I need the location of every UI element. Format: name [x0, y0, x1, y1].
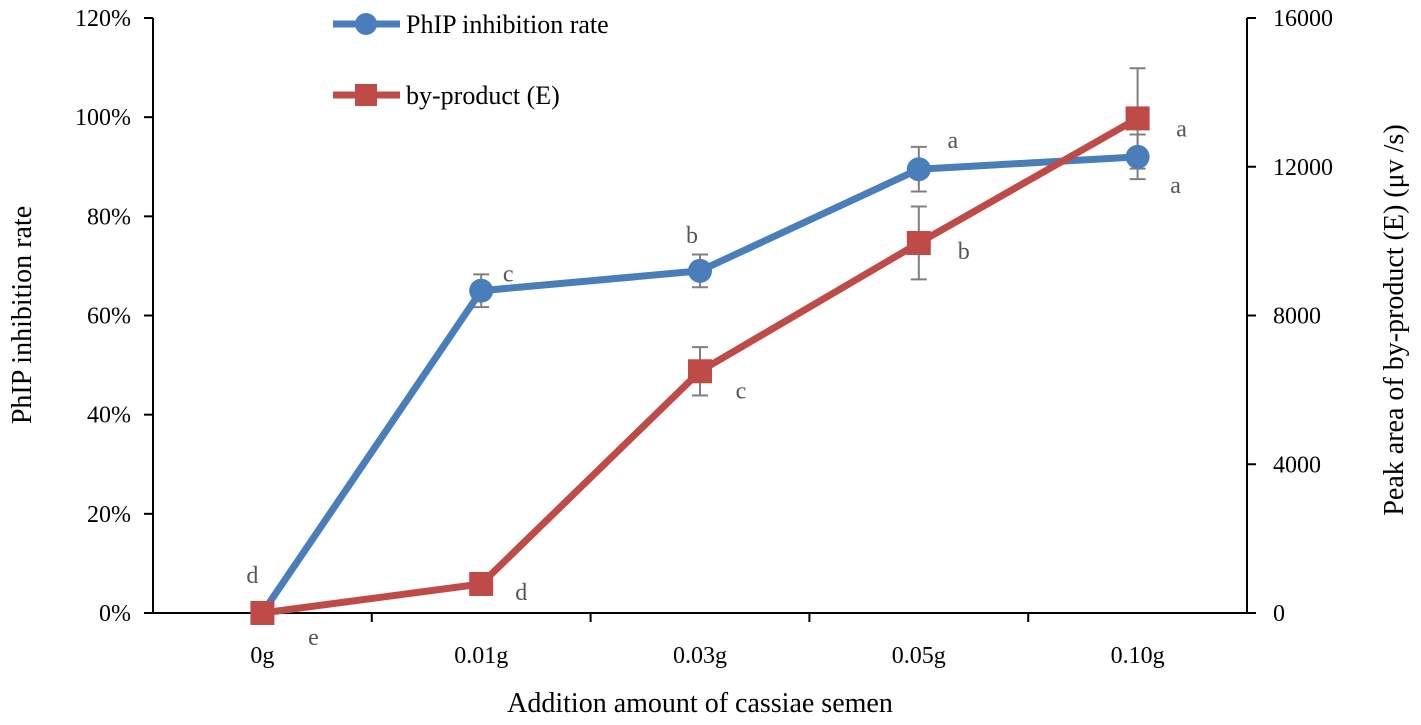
- data-point-byproduct: [1125, 106, 1150, 131]
- data-point-byproduct: [688, 359, 712, 384]
- axis-tick-labels: 0% 20% 40% 60% 80% 100% 120% 0 4000 8000 12000 1600…: [75, 6, 1333, 669]
- right-y-tick-label: 16000: [1273, 6, 1333, 32]
- significance-label-phip: d: [246, 563, 258, 589]
- x-tick-label: 0.03g: [673, 643, 727, 669]
- data-point-byproduct: [906, 230, 931, 255]
- x-tick-label: 0.01g: [454, 643, 508, 669]
- right-y-axis-title: Peak area of by-product (E) (μv /s): [1379, 124, 1410, 515]
- legend-swatch-byproduct-marker: [355, 84, 377, 106]
- left-y-tick-label: 120%: [75, 6, 131, 32]
- significance-label-byproduct: b: [958, 239, 970, 265]
- data-point-phip: [1125, 144, 1150, 169]
- data-point-byproduct: [250, 601, 275, 625]
- left-y-tick-label: 100%: [75, 105, 131, 131]
- significance-label-byproduct: a: [1176, 116, 1187, 142]
- significance-label-phip: c: [503, 262, 514, 288]
- left-y-tick-label: 20%: [87, 502, 131, 528]
- significance-label-byproduct: d: [515, 580, 527, 606]
- legend-label-byproduct: by-product (E): [406, 81, 560, 110]
- right-y-tick-label: 12000: [1273, 155, 1333, 181]
- significance-label-phip: a: [947, 128, 958, 154]
- left-y-tick-label: 0%: [99, 601, 131, 627]
- right-y-tick-label: 4000: [1273, 452, 1321, 478]
- legend-label-phip: PhIP inhibition rate: [406, 10, 609, 39]
- legend: PhIP inhibition rate by-product (E): [333, 10, 609, 110]
- x-tick-label: 0g: [250, 643, 274, 669]
- significance-label-phip: a: [1170, 173, 1181, 199]
- axis-ticks: [144, 17, 1256, 622]
- right-y-tick-label: 8000: [1273, 304, 1321, 330]
- significance-label-byproduct: e: [308, 625, 319, 651]
- right-y-tick-label: 0: [1273, 601, 1285, 627]
- error-bars: [473, 67, 1146, 397]
- x-tick-label: 0.10g: [1111, 643, 1165, 669]
- left-y-axis-title: PhIP inhibition rate: [7, 206, 38, 424]
- data-point-phip: [688, 258, 712, 283]
- significance-label-byproduct: c: [736, 378, 747, 404]
- left-y-tick-label: 80%: [87, 204, 131, 230]
- x-axis-title: Addition amount of cassiae semen: [507, 688, 893, 719]
- data-point-byproduct: [469, 571, 494, 596]
- left-y-tick-label: 60%: [87, 304, 131, 330]
- x-tick-label: 0.05g: [892, 643, 946, 669]
- data-point-phip: [906, 157, 931, 182]
- data-point-phip: [469, 278, 494, 303]
- legend-swatch-phip-marker: [355, 13, 377, 35]
- axes: [152, 18, 1248, 614]
- significance-label-phip: b: [686, 223, 698, 249]
- series-markers: [250, 106, 1150, 625]
- significance-labels: d c b a a e d c b a: [246, 116, 1187, 651]
- left-y-tick-label: 40%: [87, 403, 131, 429]
